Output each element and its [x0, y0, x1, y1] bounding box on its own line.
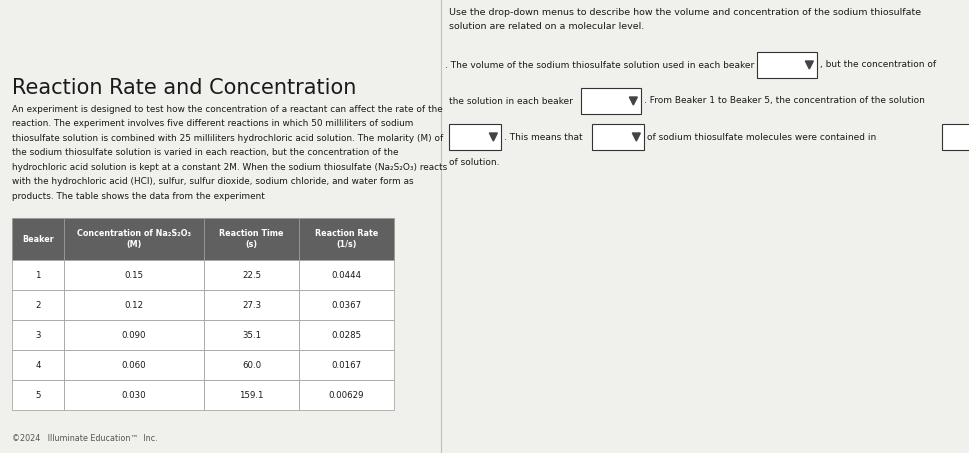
Text: Concentration of Na₂S₂O₃
(M): Concentration of Na₂S₂O₃ (M) [77, 229, 191, 249]
Text: Reaction Rate and Concentration: Reaction Rate and Concentration [12, 78, 356, 98]
FancyBboxPatch shape [449, 124, 501, 150]
FancyBboxPatch shape [580, 88, 641, 114]
Polygon shape [804, 61, 813, 69]
FancyBboxPatch shape [64, 350, 203, 380]
FancyBboxPatch shape [64, 290, 203, 320]
Polygon shape [632, 133, 640, 141]
Polygon shape [488, 133, 497, 141]
FancyBboxPatch shape [298, 380, 393, 410]
Text: ©2024   Illuminate Education™  Inc.: ©2024 Illuminate Education™ Inc. [12, 434, 157, 443]
Text: 0.0444: 0.0444 [331, 270, 361, 280]
Text: products. The table shows the data from the experiment: products. The table shows the data from … [12, 192, 265, 201]
Text: Reaction Rate
(1/s): Reaction Rate (1/s) [315, 229, 378, 249]
Text: 60.0: 60.0 [241, 361, 261, 370]
FancyBboxPatch shape [64, 380, 203, 410]
Text: 0.030: 0.030 [121, 390, 146, 400]
Text: 0.12: 0.12 [124, 300, 143, 309]
FancyBboxPatch shape [64, 218, 203, 260]
FancyBboxPatch shape [203, 320, 298, 350]
FancyBboxPatch shape [12, 350, 64, 380]
FancyBboxPatch shape [298, 260, 393, 290]
FancyBboxPatch shape [941, 124, 969, 150]
FancyBboxPatch shape [203, 218, 298, 260]
FancyBboxPatch shape [12, 320, 64, 350]
Text: 0.15: 0.15 [124, 270, 143, 280]
Text: 0.060: 0.060 [121, 361, 146, 370]
Text: Reaction Time
(s): Reaction Time (s) [219, 229, 284, 249]
FancyBboxPatch shape [203, 380, 298, 410]
Text: , but the concentration of: , but the concentration of [820, 61, 935, 69]
Text: 5: 5 [35, 390, 41, 400]
FancyBboxPatch shape [12, 290, 64, 320]
Text: the solution in each beaker: the solution in each beaker [449, 96, 573, 106]
FancyBboxPatch shape [12, 260, 64, 290]
Text: 2: 2 [35, 300, 41, 309]
Text: 27.3: 27.3 [241, 300, 261, 309]
FancyBboxPatch shape [298, 290, 393, 320]
Text: 0.0367: 0.0367 [331, 300, 361, 309]
FancyBboxPatch shape [757, 52, 817, 78]
Text: solution are related on a molecular level.: solution are related on a molecular leve… [449, 22, 644, 31]
Text: Beaker: Beaker [22, 235, 54, 244]
Polygon shape [629, 97, 637, 105]
Text: 4: 4 [35, 361, 41, 370]
Text: An experiment is designed to test how the concentration of a reactant can affect: An experiment is designed to test how th… [12, 105, 442, 114]
FancyBboxPatch shape [203, 290, 298, 320]
Text: hydrochloric acid solution is kept at a constant 2M. When the sodium thiosulfate: hydrochloric acid solution is kept at a … [12, 163, 447, 172]
FancyBboxPatch shape [298, 320, 393, 350]
Text: the sodium thiosulfate solution is varied in each reaction, but the concentratio: the sodium thiosulfate solution is varie… [12, 149, 398, 158]
Text: 159.1: 159.1 [239, 390, 264, 400]
Text: with the hydrochloric acid (HCl), sulfur, sulfur dioxide, sodium chloride, and w: with the hydrochloric acid (HCl), sulfur… [12, 178, 413, 187]
Text: of sodium thiosulfate molecules were contained in: of sodium thiosulfate molecules were con… [646, 132, 876, 141]
FancyBboxPatch shape [298, 218, 393, 260]
Text: thiosulfate solution is combined with 25 milliliters hydrochloric acid solution.: thiosulfate solution is combined with 25… [12, 134, 443, 143]
Text: Use the drop-down menus to describe how the volume and concentration of the sodi: Use the drop-down menus to describe how … [449, 8, 921, 17]
Text: reaction. The experiment involves five different reactions in which 50 millilite: reaction. The experiment involves five d… [12, 120, 413, 129]
FancyBboxPatch shape [12, 218, 64, 260]
Text: 1: 1 [35, 270, 41, 280]
FancyBboxPatch shape [64, 260, 203, 290]
FancyBboxPatch shape [203, 350, 298, 380]
FancyBboxPatch shape [12, 380, 64, 410]
Text: 0.0285: 0.0285 [331, 331, 361, 339]
Text: 0.090: 0.090 [122, 331, 146, 339]
Text: . This means that: . This means that [504, 132, 582, 141]
Text: . From Beaker 1 to Beaker 5, the concentration of the solution: . From Beaker 1 to Beaker 5, the concent… [643, 96, 924, 106]
Text: 0.0167: 0.0167 [331, 361, 361, 370]
Text: . The volume of the sodium thiosulfate solution used in each beaker: . The volume of the sodium thiosulfate s… [445, 61, 754, 69]
FancyBboxPatch shape [203, 260, 298, 290]
Text: 35.1: 35.1 [241, 331, 261, 339]
FancyBboxPatch shape [64, 320, 203, 350]
Text: of solution.: of solution. [449, 158, 499, 167]
Text: 3: 3 [35, 331, 41, 339]
FancyBboxPatch shape [592, 124, 643, 150]
FancyBboxPatch shape [298, 350, 393, 380]
Text: 22.5: 22.5 [241, 270, 261, 280]
Text: 0.00629: 0.00629 [328, 390, 364, 400]
